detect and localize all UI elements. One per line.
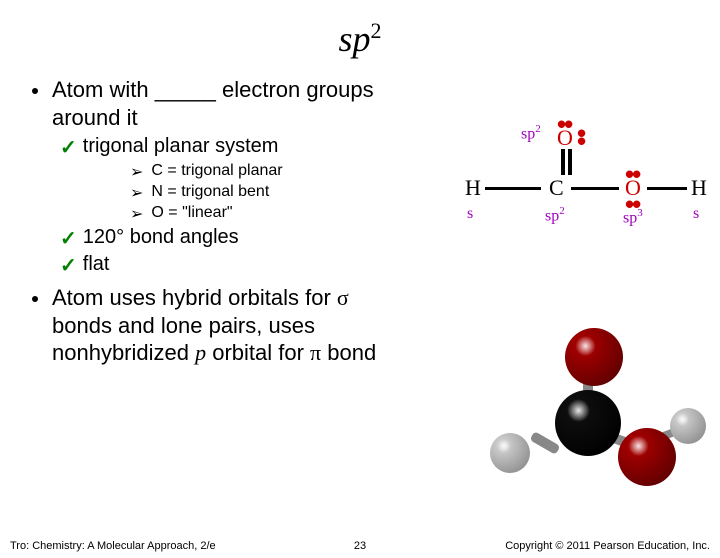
lewis-structure: O •• •• H C O •• •• H s sp2 sp2 sp3 s [445, 113, 710, 263]
atom-C: C [549, 175, 564, 201]
check-3: ✓ flat [60, 253, 410, 278]
atom-sphere-C-center [555, 390, 621, 456]
check-1-text: trigonal planar system [83, 135, 279, 158]
arrow-1: ➢ C = trigonal planar [130, 162, 410, 182]
b2-mid2: orbital for [206, 340, 310, 365]
body-content: Atom with _____ electron groups around i… [0, 60, 430, 367]
lone-pair-icon: •• [577, 129, 586, 145]
b2-prefix: Atom uses hybrid orbitals for [52, 285, 337, 310]
arrow-2: ➢ N = trigonal bent [130, 183, 410, 203]
bond-stick [530, 431, 561, 455]
lone-pair-icon: •• [625, 171, 639, 177]
bullet-dot-icon [32, 88, 38, 94]
footer-left: Tro: Chemistry: A Molecular Approach, 2/… [10, 540, 216, 552]
check-1: ✓ trigonal planar system [60, 135, 410, 160]
molecular-model [460, 328, 700, 508]
p-orbital: p [195, 340, 206, 365]
bullet-1: Atom with _____ electron groups around i… [20, 76, 410, 131]
sub-list-1: ✓ trigonal planar system ➢ C = trigonal … [60, 135, 410, 278]
hybrid-label-s1: s [467, 205, 473, 223]
single-bond-icon [571, 187, 619, 190]
arrow-icon: ➢ [130, 162, 143, 182]
arrow-3: ➢ O = "linear" [130, 204, 410, 224]
single-bond-icon [485, 187, 541, 190]
check-icon: ✓ [60, 135, 77, 160]
bullet-dot-icon [32, 296, 38, 302]
atom-sphere-O-top [565, 328, 623, 386]
bullet-2-text: Atom uses hybrid orbitals for σ bonds an… [52, 284, 410, 367]
atom-sphere-O-right [618, 428, 676, 486]
bullet-1-text: Atom with _____ electron groups around i… [52, 76, 410, 131]
check-icon: ✓ [60, 253, 77, 278]
atom-H-left: H [465, 175, 481, 201]
arrow-3-text: O = "linear" [151, 204, 232, 222]
slide-title: sp2 [0, 18, 720, 60]
title-sup: 2 [371, 18, 382, 43]
single-bond-icon [647, 187, 687, 190]
hybrid-label-s2: s [693, 205, 699, 223]
footer-page: 23 [354, 540, 366, 552]
arrow-icon: ➢ [130, 183, 143, 203]
arrow-icon: ➢ [130, 204, 143, 224]
footer: Tro: Chemistry: A Molecular Approach, 2/… [0, 540, 720, 552]
footer-right: Copyright © 2011 Pearson Education, Inc. [505, 540, 710, 552]
check-3-text: flat [83, 253, 110, 276]
arrow-1-text: C = trigonal planar [151, 162, 282, 180]
lone-pair-icon: •• [557, 121, 571, 127]
title-base: sp [338, 19, 370, 59]
hybrid-label-sp3: sp3 [623, 207, 643, 227]
b2-end: bond [321, 340, 376, 365]
atom-sphere-H-left [490, 433, 530, 473]
pi-symbol: π [310, 340, 321, 365]
hybrid-label-sp2-a: sp2 [521, 123, 541, 143]
check-2-text: 120° bond angles [83, 226, 239, 249]
arrow-2-text: N = trigonal bent [151, 183, 269, 201]
atom-H-right: H [691, 175, 707, 201]
atom-sphere-H-right [670, 408, 706, 444]
bullet-2: Atom uses hybrid orbitals for σ bonds an… [20, 284, 410, 367]
subsub-list: ➢ C = trigonal planar ➢ N = trigonal ben… [130, 162, 410, 224]
check-icon: ✓ [60, 226, 77, 251]
sigma-symbol: σ [337, 285, 349, 310]
check-2: ✓ 120° bond angles [60, 226, 410, 251]
hybrid-label-sp2-b: sp2 [545, 205, 565, 225]
